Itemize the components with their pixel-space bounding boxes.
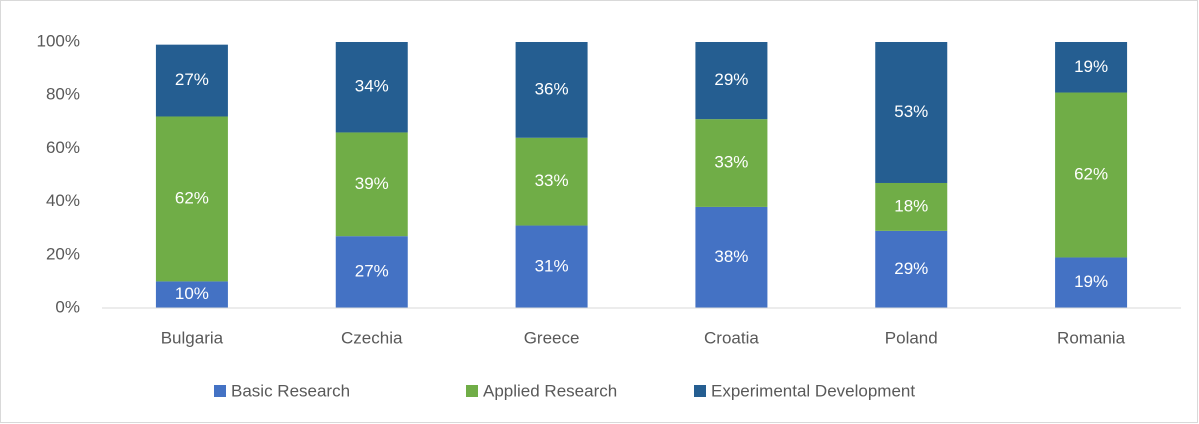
x-tick-label: Bulgaria [161, 328, 224, 347]
bar-segment [875, 230, 948, 308]
bar-segment [695, 42, 768, 120]
bar-segment [875, 182, 948, 231]
legend-swatch [214, 385, 226, 397]
y-tick-label: 0% [55, 297, 80, 316]
data-label: 33% [714, 153, 748, 172]
data-label: 62% [175, 188, 209, 207]
bar-segment [515, 225, 588, 308]
bar-segment [1055, 92, 1128, 258]
bar-segment [695, 206, 768, 308]
bar-segment [335, 42, 408, 133]
y-tick-label: 40% [46, 191, 80, 210]
data-label: 27% [355, 262, 389, 281]
bar-segment [1055, 42, 1128, 93]
legend-label: Basic Research [231, 381, 350, 400]
data-label: 53% [894, 102, 928, 121]
bar-segment [875, 42, 948, 183]
y-tick-label: 20% [46, 244, 80, 263]
bar-segment [1055, 257, 1128, 308]
data-label: 29% [714, 70, 748, 89]
data-label: 29% [894, 259, 928, 278]
x-tick-label: Croatia [704, 328, 759, 347]
data-label: 33% [535, 171, 569, 190]
x-tick-label: Poland [885, 328, 938, 347]
data-label: 27% [175, 70, 209, 89]
data-label: 62% [1074, 164, 1108, 183]
x-tick-label: Romania [1057, 328, 1126, 347]
bar-segment [335, 132, 408, 237]
y-tick-label: 100% [37, 31, 80, 50]
bar-segment [515, 42, 588, 138]
data-label: 38% [714, 247, 748, 266]
bar-segment [155, 281, 228, 308]
data-label: 31% [535, 256, 569, 275]
data-label: 34% [355, 77, 389, 96]
bar-segment [335, 236, 408, 308]
x-tick-label: Greece [524, 328, 580, 347]
data-label: 36% [535, 79, 569, 98]
data-label: 18% [894, 196, 928, 215]
data-label: 10% [175, 284, 209, 303]
legend-swatch [694, 385, 706, 397]
x-tick-label: Czechia [341, 328, 403, 347]
data-label: 19% [1074, 272, 1108, 291]
data-label: 19% [1074, 57, 1108, 76]
bar-segment [695, 119, 768, 207]
bar-segment [155, 116, 228, 282]
data-label: 39% [355, 174, 389, 193]
y-tick-label: 60% [46, 138, 80, 157]
legend-swatch [466, 385, 478, 397]
y-tick-label: 80% [46, 85, 80, 104]
bar-segment [515, 137, 588, 226]
legend-label: Applied Research [483, 381, 617, 400]
bar-segment [155, 44, 228, 117]
legend-label: Experimental Development [711, 381, 915, 400]
